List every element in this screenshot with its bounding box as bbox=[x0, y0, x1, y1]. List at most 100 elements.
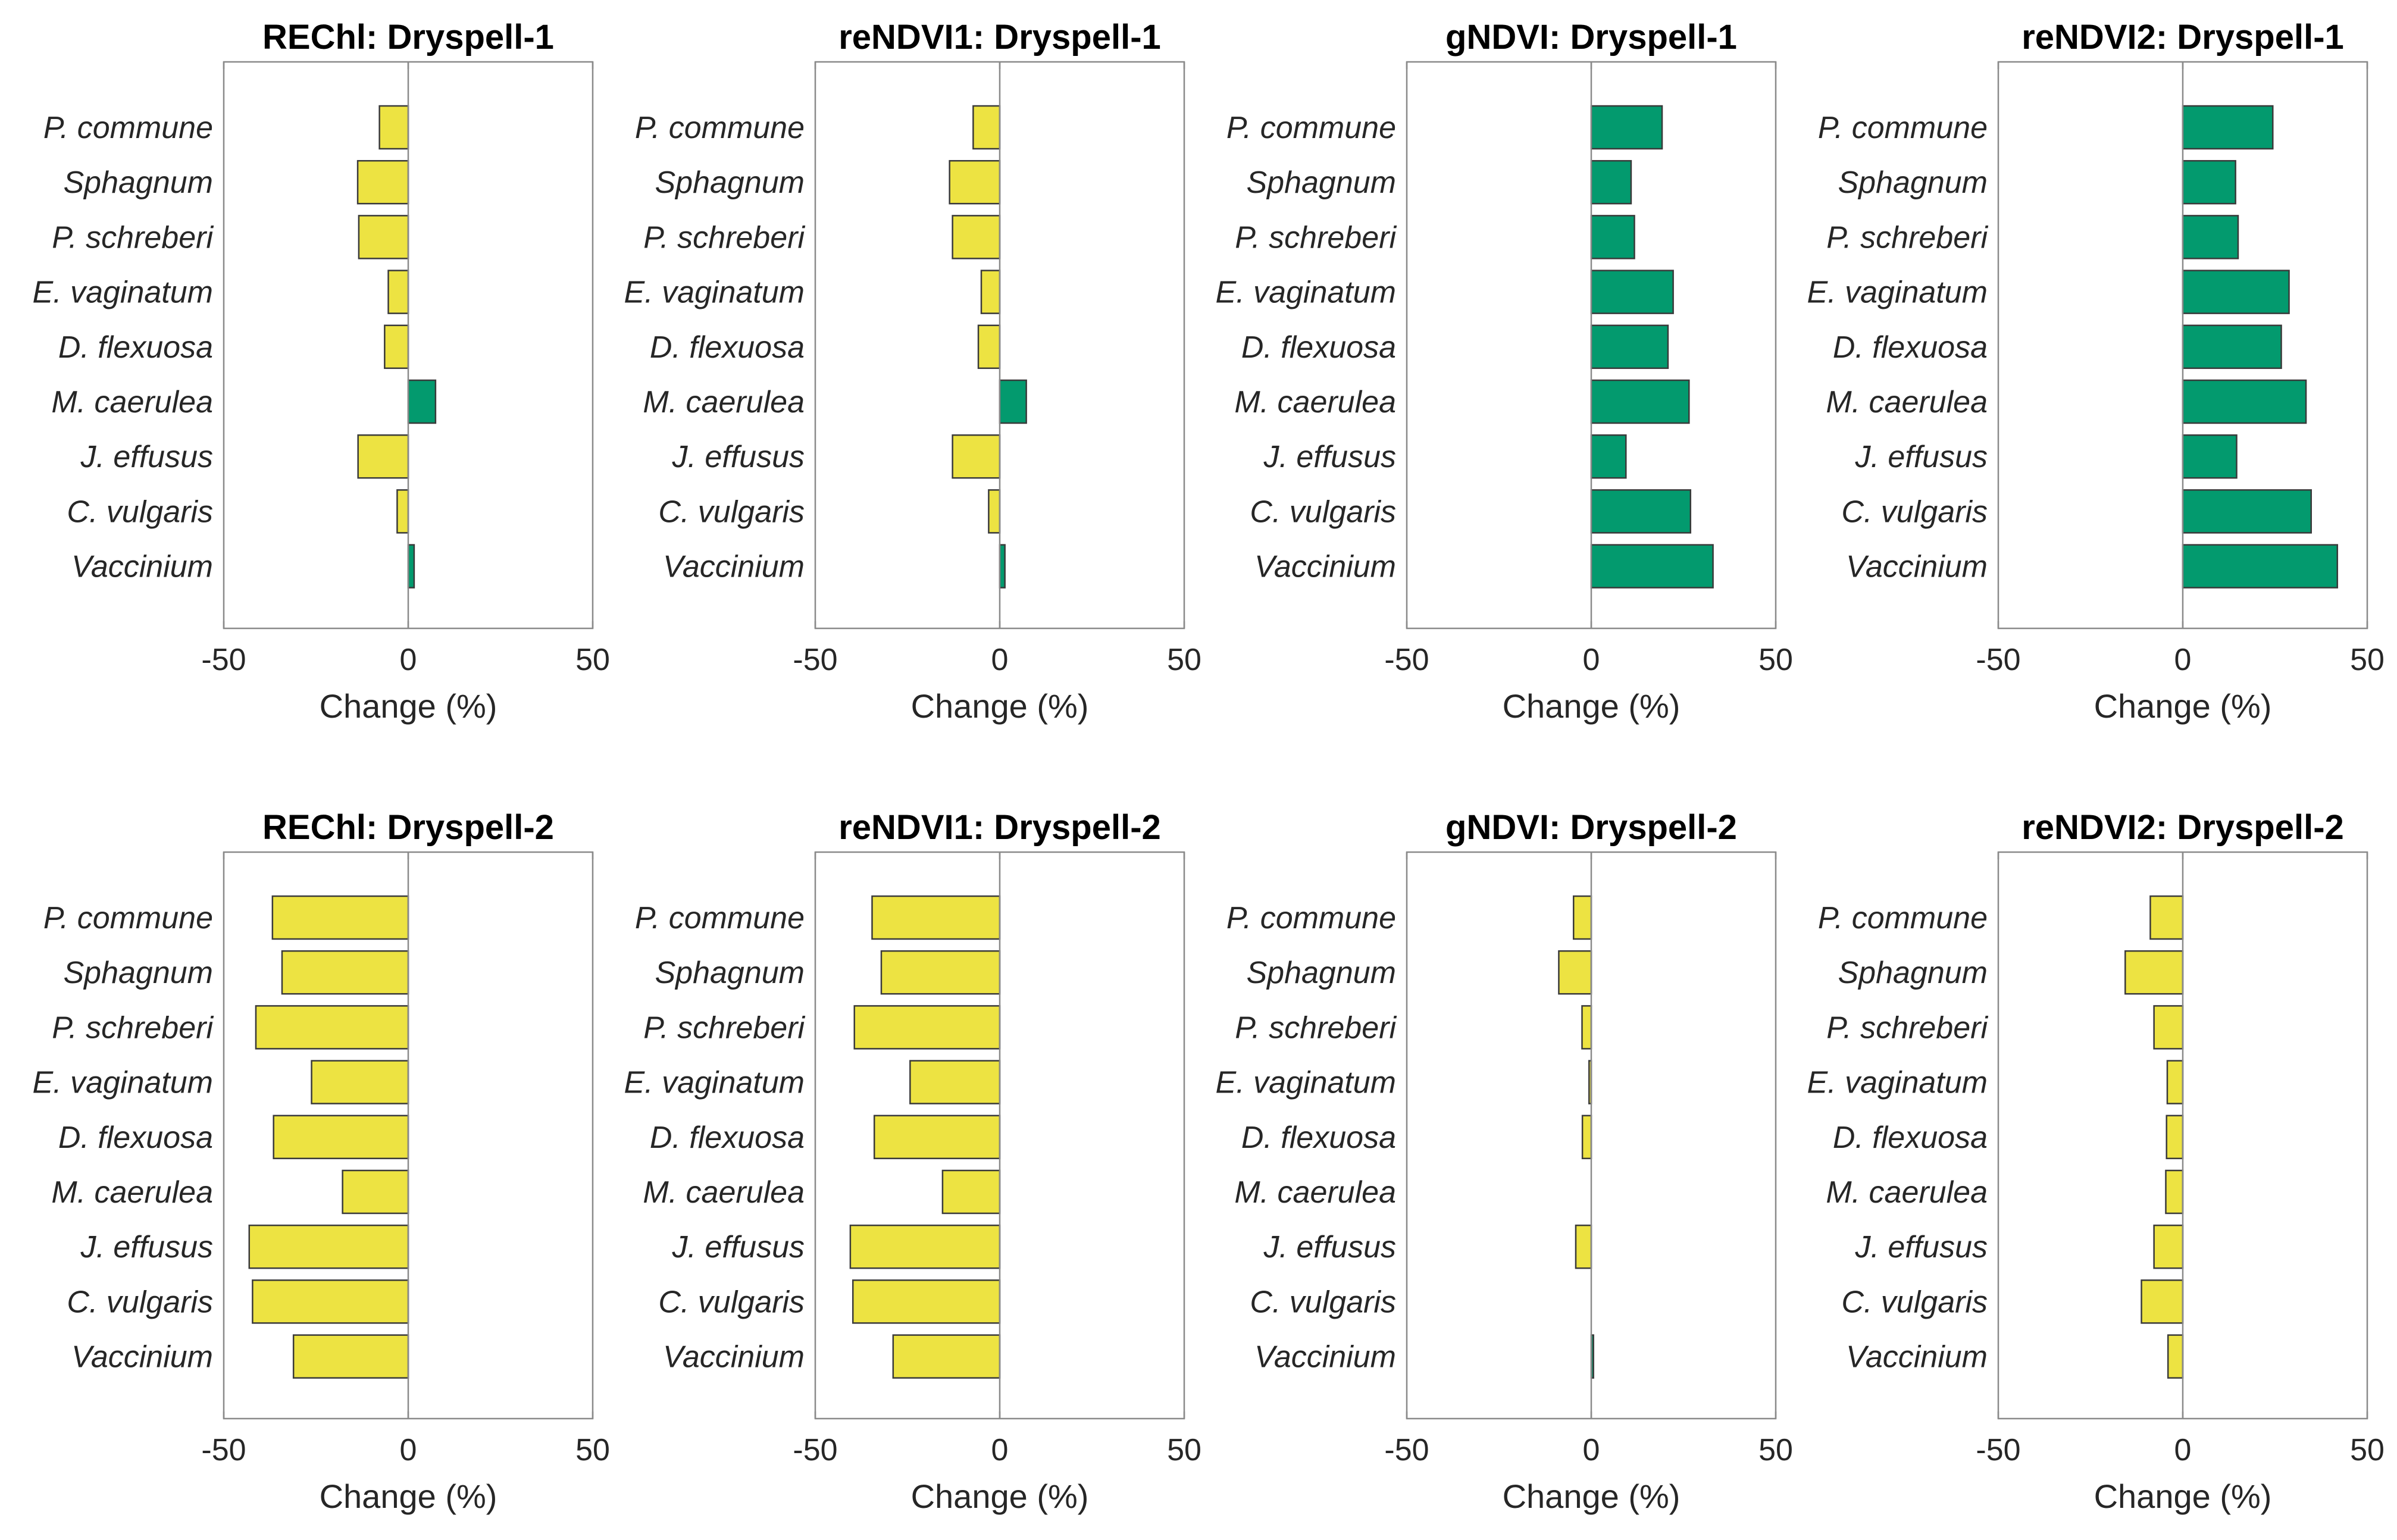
subplot-title: REChl: Dryspell-2 bbox=[262, 808, 554, 847]
bar-m-caerulea[interactable] bbox=[941, 1169, 1001, 1215]
bar-p-schreberi[interactable] bbox=[853, 1005, 1001, 1050]
bar-e-vaginatum[interactable] bbox=[980, 270, 1001, 314]
category-label: D. flexuosa bbox=[1241, 1120, 1396, 1155]
bar-j-effusus[interactable] bbox=[849, 1224, 1001, 1269]
category-label: J. effusus bbox=[80, 440, 213, 474]
bar-p-commune[interactable] bbox=[1590, 105, 1663, 150]
bar-sphagnum[interactable] bbox=[880, 950, 1001, 995]
category-label: E. vaginatum bbox=[1216, 1066, 1397, 1100]
bar-p-schreberi[interactable] bbox=[2182, 215, 2239, 259]
bar-d-flexuosa[interactable] bbox=[2166, 1115, 2184, 1160]
bar-sphagnum[interactable] bbox=[1590, 159, 1632, 205]
bar-d-flexuosa[interactable] bbox=[1590, 324, 1669, 370]
bar-p-commune[interactable] bbox=[2182, 105, 2274, 150]
bar-sphagnum[interactable] bbox=[2182, 159, 2236, 205]
x-tick-label: 0 bbox=[400, 1433, 417, 1467]
bar-c-vulgaris[interactable] bbox=[252, 1279, 409, 1324]
bar-e-vaginatum[interactable] bbox=[2166, 1060, 2184, 1104]
category-label: Vaccinium bbox=[663, 550, 805, 584]
bar-e-vaginatum[interactable] bbox=[311, 1060, 409, 1104]
bar-p-commune[interactable] bbox=[1572, 895, 1592, 940]
subplot-title: REChl: Dryspell-1 bbox=[262, 18, 554, 57]
x-tick-label: -50 bbox=[1976, 643, 2020, 677]
category-label: Vaccinium bbox=[663, 1340, 805, 1375]
bar-sphagnum[interactable] bbox=[356, 159, 409, 205]
bar-c-vulgaris[interactable] bbox=[2141, 1279, 2184, 1324]
category-label: J. effusus bbox=[1854, 1230, 1988, 1264]
bar-d-flexuosa[interactable] bbox=[873, 1115, 1001, 1160]
bar-m-caerulea[interactable] bbox=[407, 379, 437, 424]
x-tick-label: 50 bbox=[575, 1433, 610, 1467]
bar-p-schreberi[interactable] bbox=[358, 215, 409, 259]
bar-p-commune[interactable] bbox=[2149, 895, 2184, 940]
bar-vaccinium[interactable] bbox=[292, 1334, 409, 1379]
subplot-8: reNDVI2: Dryspell-2 -50 0 50 Change (%) P. co… bbox=[1807, 808, 2385, 1515]
bar-d-flexuosa[interactable] bbox=[384, 324, 409, 370]
bar-c-vulgaris[interactable] bbox=[396, 489, 409, 534]
bar-j-effusus[interactable] bbox=[357, 434, 409, 479]
bar-c-vulgaris[interactable] bbox=[988, 489, 1001, 534]
category-label: J. effusus bbox=[1263, 440, 1396, 474]
bar-p-schreberi[interactable] bbox=[255, 1005, 409, 1050]
bar-sphagnum[interactable] bbox=[2124, 950, 2184, 995]
bar-m-caerulea[interactable] bbox=[2182, 379, 2307, 424]
subplot-6: reNDVI1: Dryspell-2 -50 0 50 Change (%) P. co… bbox=[624, 808, 1201, 1515]
subplot-title: reNDVI2: Dryspell-1 bbox=[2022, 18, 2344, 57]
category-label: P. commune bbox=[635, 111, 805, 145]
bar-sphagnum[interactable] bbox=[281, 950, 409, 995]
category-label: D. flexuosa bbox=[1241, 330, 1396, 365]
category-label: J. effusus bbox=[671, 1230, 805, 1264]
bar-p-commune[interactable] bbox=[871, 895, 1001, 940]
category-label: P. schreberi bbox=[52, 220, 214, 255]
bar-vaccinium[interactable] bbox=[892, 1334, 1001, 1379]
bar-j-effusus[interactable] bbox=[248, 1224, 409, 1269]
bar-p-commune[interactable] bbox=[972, 105, 1001, 150]
bar-p-commune[interactable] bbox=[378, 105, 409, 150]
x-tick-label: -50 bbox=[1384, 643, 1429, 677]
bar-p-commune[interactable] bbox=[271, 895, 409, 940]
bar-p-schreberi[interactable] bbox=[2153, 1005, 2184, 1050]
bar-j-effusus[interactable] bbox=[952, 434, 1001, 479]
bar-c-vulgaris[interactable] bbox=[2182, 489, 2312, 534]
bar-e-vaginatum[interactable] bbox=[909, 1060, 1001, 1104]
category-label: Vaccinium bbox=[1254, 550, 1396, 584]
category-label: E. vaginatum bbox=[1216, 276, 1397, 310]
bar-vaccinium[interactable] bbox=[2167, 1334, 2184, 1379]
bar-d-flexuosa[interactable] bbox=[1581, 1115, 1592, 1160]
category-label: D. flexuosa bbox=[58, 1120, 213, 1155]
bar-sphagnum[interactable] bbox=[1558, 950, 1592, 995]
subplot-title: gNDVI: Dryspell-1 bbox=[1445, 18, 1737, 57]
x-tick-label: 0 bbox=[2174, 643, 2192, 677]
bar-sphagnum[interactable] bbox=[949, 159, 1001, 205]
bar-e-vaginatum[interactable] bbox=[1590, 270, 1674, 314]
bar-p-schreberi[interactable] bbox=[1581, 1005, 1592, 1050]
bar-vaccinium[interactable] bbox=[1590, 544, 1714, 589]
bar-j-effusus[interactable] bbox=[1590, 434, 1627, 479]
x-tick-label: -50 bbox=[793, 1433, 837, 1467]
bar-d-flexuosa[interactable] bbox=[273, 1115, 409, 1160]
bar-vaccinium[interactable] bbox=[407, 544, 415, 589]
bar-c-vulgaris[interactable] bbox=[852, 1279, 1001, 1324]
bar-vaccinium[interactable] bbox=[2182, 544, 2339, 589]
category-label: Vaccinium bbox=[71, 550, 213, 584]
bar-p-schreberi[interactable] bbox=[1590, 215, 1635, 259]
category-label: P. commune bbox=[43, 901, 213, 935]
category-label: Vaccinium bbox=[1846, 1340, 1988, 1375]
bar-p-schreberi[interactable] bbox=[952, 215, 1001, 259]
category-label: D. flexuosa bbox=[650, 330, 805, 365]
bar-e-vaginatum[interactable] bbox=[387, 270, 409, 314]
bar-j-effusus[interactable] bbox=[2153, 1224, 2184, 1269]
bar-d-flexuosa[interactable] bbox=[2182, 324, 2282, 370]
bar-j-effusus[interactable] bbox=[1575, 1224, 1592, 1269]
bar-j-effusus[interactable] bbox=[2182, 434, 2238, 479]
bar-m-caerulea[interactable] bbox=[999, 379, 1027, 424]
bar-d-flexuosa[interactable] bbox=[977, 324, 1001, 370]
bar-m-caerulea[interactable] bbox=[1590, 379, 1690, 424]
bar-vaccinium[interactable] bbox=[999, 544, 1006, 589]
bar-m-caerulea[interactable] bbox=[342, 1169, 409, 1215]
category-label: E. vaginatum bbox=[33, 276, 214, 310]
bar-c-vulgaris[interactable] bbox=[1590, 489, 1692, 534]
bar-e-vaginatum[interactable] bbox=[2182, 270, 2290, 314]
bar-m-caerulea[interactable] bbox=[2165, 1169, 2184, 1215]
